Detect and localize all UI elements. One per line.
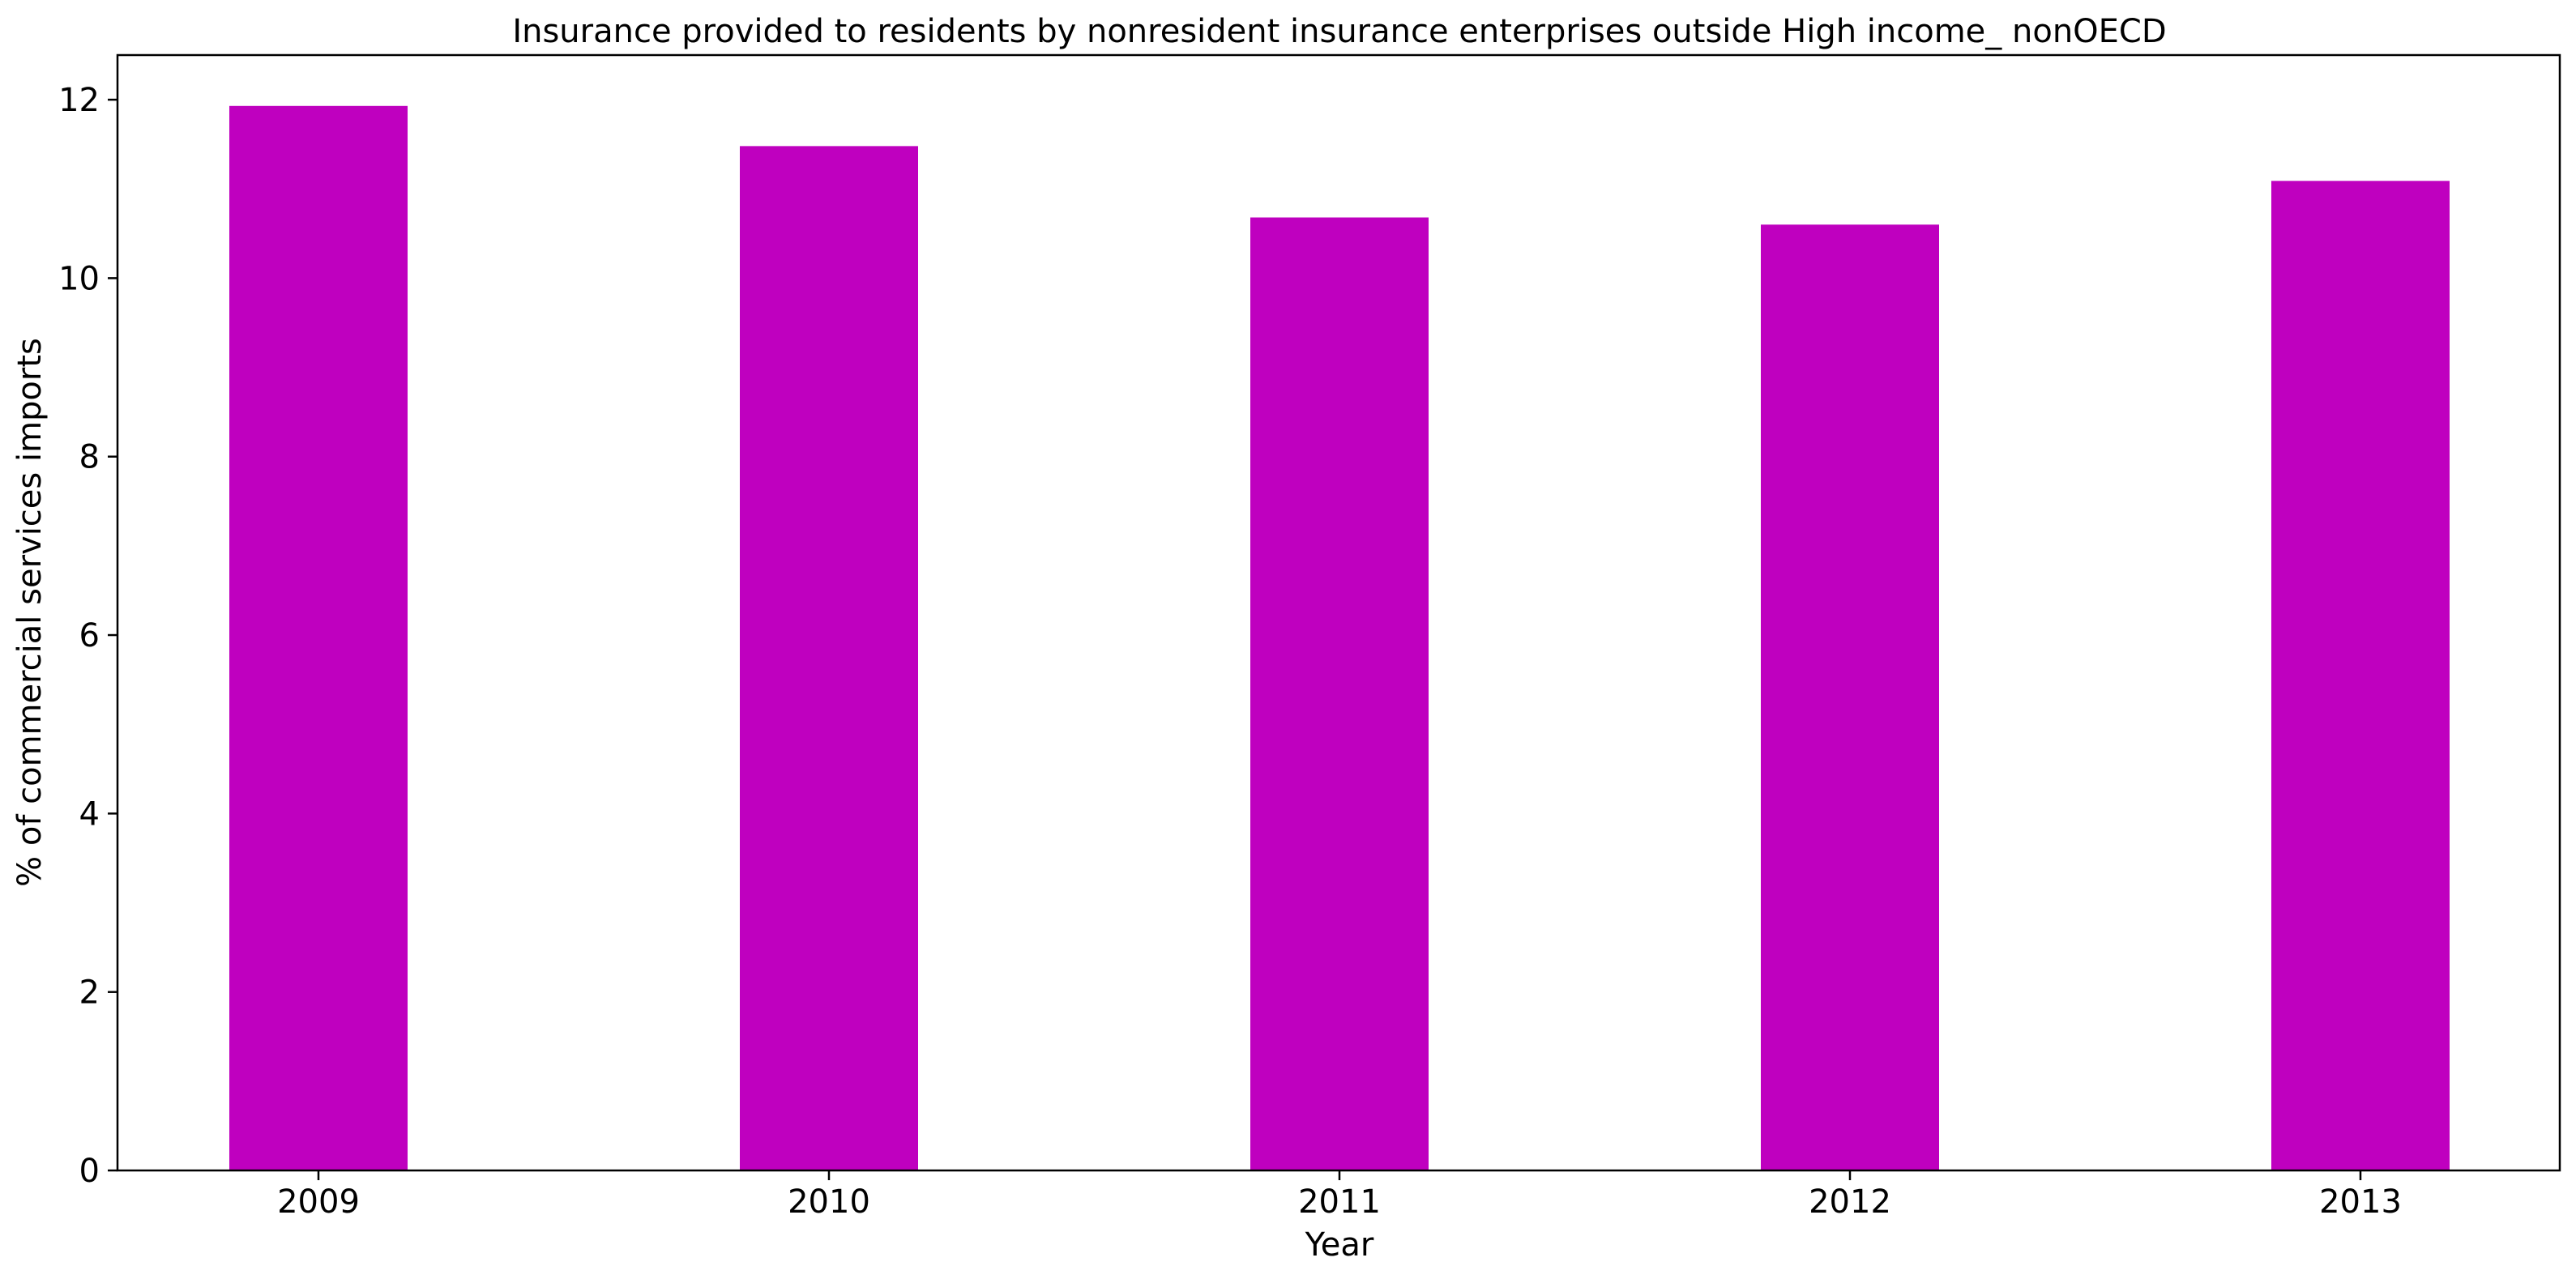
x-tick-label-2012: 2012: [1809, 1183, 1891, 1221]
bar-2013: [2271, 181, 2450, 1171]
x-ticks-group: 2009 2010 2011 2012 2013: [277, 1170, 2402, 1221]
x-tick-label-2009: 2009: [277, 1183, 360, 1221]
x-tick-label-2013: 2013: [2319, 1183, 2402, 1221]
y-tick-label-10: 10: [58, 260, 100, 297]
bar-2012: [1761, 224, 1939, 1171]
y-tick-label-12: 12: [58, 82, 100, 119]
x-tick-label-2011: 2011: [1298, 1183, 1381, 1221]
chart-title: Insurance provided to residents by nonre…: [512, 13, 2166, 50]
plot-area-frame: [116, 53, 2561, 1172]
y-tick-label-8: 8: [79, 439, 100, 476]
bar-2010: [740, 146, 918, 1171]
x-tick-label-2010: 2010: [788, 1183, 870, 1221]
bars-group: [229, 105, 2450, 1171]
y-axis-label: % of commercial services imports: [11, 338, 49, 887]
bar-2011: [1250, 217, 1429, 1170]
y-tick-label-4: 4: [79, 795, 100, 833]
y-tick-label-6: 6: [79, 617, 100, 654]
y-ticks-group: 0 2 4 6 8 10 12: [58, 82, 117, 1190]
x-axis-label: Year: [1305, 1226, 1374, 1264]
bar-2009: [229, 105, 408, 1170]
y-tick-label-0: 0: [79, 1153, 100, 1190]
y-tick-label-2: 2: [79, 974, 100, 1012]
